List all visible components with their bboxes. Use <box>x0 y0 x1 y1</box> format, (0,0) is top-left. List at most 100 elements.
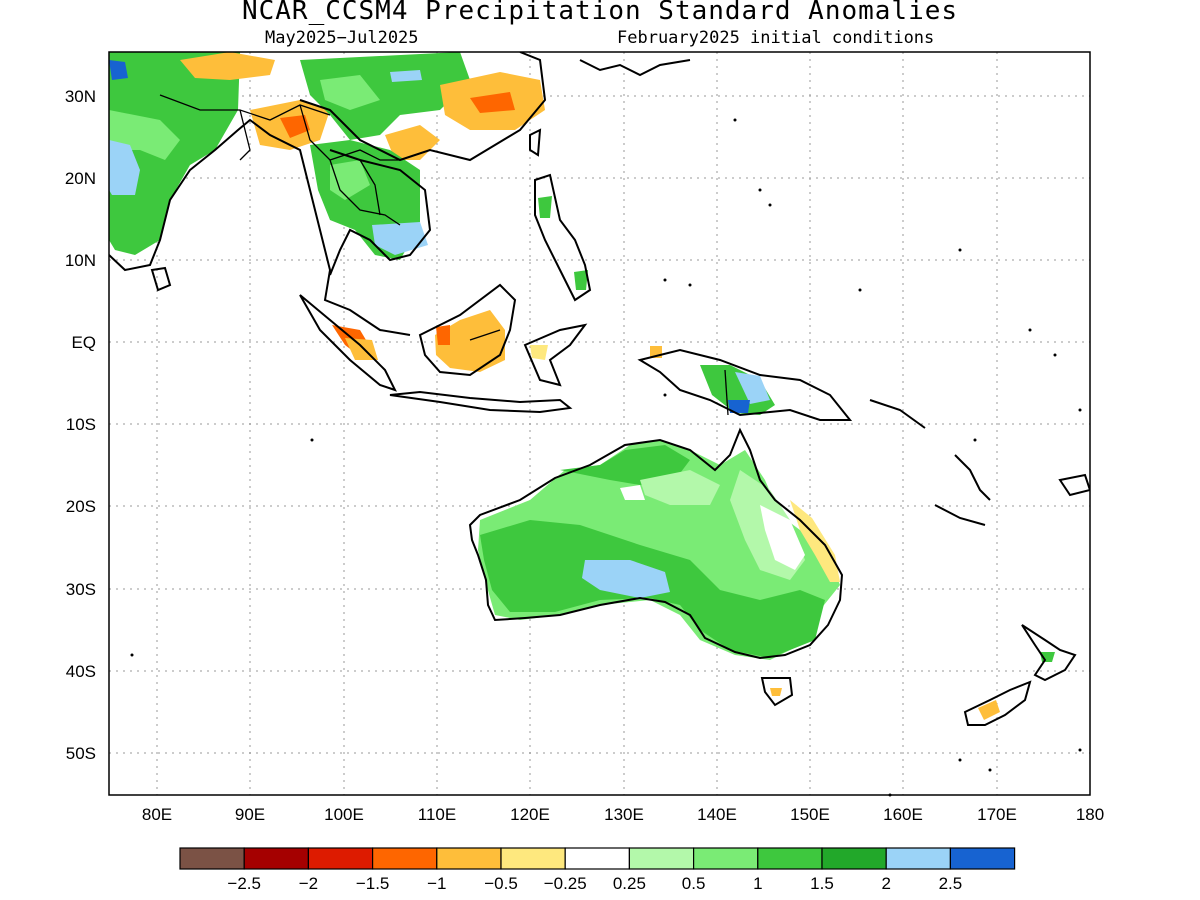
season-label: May2025−Jul2025 <box>265 28 419 48</box>
eastchina-dark-anomaly <box>470 92 515 113</box>
coast-newzealand-north <box>1021 624 1077 682</box>
newguinea-blue-anomaly <box>728 400 750 413</box>
australia-light-anomaly <box>640 470 720 505</box>
coast-tasmania <box>760 677 794 707</box>
x-tick-label: 100E <box>324 805 364 824</box>
indochina-blue-anomaly <box>372 222 428 255</box>
india-darkblue-anomaly <box>109 60 128 80</box>
philippines-anomaly <box>538 196 588 290</box>
anomaly-shading <box>109 52 1055 720</box>
y-tick-label: 50S <box>66 744 96 763</box>
coast-taiwan <box>529 128 542 157</box>
australia-white-anomaly <box>620 485 645 500</box>
newzealand-anomaly <box>978 700 1000 720</box>
colorbar-swatch <box>757 847 823 870</box>
australia-north-anomaly <box>560 445 690 485</box>
colorbar-label: −1 <box>427 874 446 893</box>
coast-newzealand-south <box>963 680 1032 726</box>
australia-coast-orange-anomaly <box>790 500 840 582</box>
colorbar-label: 2.5 <box>939 874 963 893</box>
coast-china <box>299 52 547 162</box>
coast-vanuatu <box>954 454 991 501</box>
y-tick-label: 30N <box>65 87 96 106</box>
colorbar-swatch <box>179 847 245 870</box>
pacific-islands <box>130 118 1082 797</box>
x-tick-label: 180 <box>1076 805 1104 824</box>
x-axis-labels: 80E 90E 100E 110E 120E 130E 140E 150E 160E 170E 18… <box>142 805 1104 824</box>
colorbar: −2.5 −2 −1.5 −1 −0.5 −0.25 0.25 0.5 1 1.5 2 2.5 <box>179 847 1016 893</box>
colorbar-swatch <box>949 847 1016 870</box>
colorbar-label: 0.5 <box>682 874 706 893</box>
x-tick-label: 80E <box>142 805 172 824</box>
colorbar-label: −2.5 <box>227 874 261 893</box>
x-tick-label: 170E <box>977 805 1017 824</box>
colorbar-swatch <box>307 847 374 870</box>
chart-title: NCAR_CCSM4 Precipitation Standard Anomal… <box>241 0 959 26</box>
init-conditions-label: February2025 initial conditions <box>617 28 935 48</box>
australia-blue-anomaly <box>582 560 670 598</box>
southchina-green-anomaly <box>300 52 470 140</box>
colorbar-label: −0.5 <box>484 874 518 893</box>
newguinea-light-anomaly <box>735 372 770 404</box>
coast-srilanka <box>150 266 172 292</box>
x-tick-label: 160E <box>883 805 923 824</box>
colorbar-label: 2 <box>881 874 890 893</box>
y-tick-label: 10S <box>66 415 96 434</box>
coast-australia <box>468 427 844 660</box>
borneo-anomaly <box>435 310 505 372</box>
colorbar-label: −0.25 <box>544 874 587 893</box>
sulawesi-anomaly <box>530 345 548 360</box>
colorbar-swatch <box>821 847 887 870</box>
colorbar-swatch <box>692 847 759 870</box>
borneo-dark-anomaly <box>436 325 450 345</box>
y-tick-label: 30S <box>66 580 96 599</box>
colorbar-swatch <box>500 847 566 870</box>
colorbar-swatch <box>436 847 502 870</box>
x-tick-label: 110E <box>418 805 456 824</box>
x-tick-label: 150E <box>790 805 830 824</box>
plot-frame <box>108 51 1091 796</box>
x-tick-label: 130E <box>604 805 644 824</box>
colorbar-swatch <box>885 847 952 870</box>
india-anomaly <box>109 52 240 255</box>
y-tick-label: 10N <box>65 251 96 270</box>
coast-india <box>109 118 411 336</box>
x-tick-label: 90E <box>235 805 265 824</box>
coast-solomons <box>869 399 926 429</box>
colorbar-label: −2 <box>299 874 318 893</box>
coast-indochina <box>329 149 432 276</box>
coast-newguinea <box>637 348 853 421</box>
colorbar-label: −1.5 <box>356 874 390 893</box>
coast-sulawesi <box>523 323 588 387</box>
tibet-anomaly <box>180 52 275 80</box>
x-tick-label: 140E <box>697 805 737 824</box>
y-tick-label: EQ <box>71 333 96 352</box>
colorbar-label: 0.25 <box>613 874 646 893</box>
borders <box>159 94 729 416</box>
y-tick-label: 20S <box>66 497 96 516</box>
australia-east-white-anomaly <box>760 505 805 570</box>
southchina-light-anomaly <box>320 75 380 110</box>
coast-japan <box>579 59 691 77</box>
colorbar-label: 1 <box>753 874 762 893</box>
coast-sumatra <box>299 294 397 392</box>
myanmar-red-anomaly <box>280 115 310 138</box>
southchina-blue-anomaly <box>390 70 422 82</box>
colorbar-swatch <box>243 847 309 870</box>
y-axis-labels: 30N 20N 10N EQ 10S 20S 30S 40S 50S <box>65 87 96 763</box>
tasmania-anomaly <box>770 688 782 696</box>
coast-fiji <box>1058 473 1090 497</box>
coast-philippines <box>534 173 592 302</box>
coast-java <box>389 390 573 414</box>
colorbar-swatch <box>564 847 631 870</box>
y-tick-label: 20N <box>65 169 96 188</box>
coast-borneo <box>418 283 517 377</box>
coastlines <box>109 52 1090 726</box>
colorbar-swatch <box>372 847 438 870</box>
x-tick-label: 120E <box>510 805 550 824</box>
india-blue-anomaly <box>109 140 140 195</box>
y-tick-label: 40S <box>66 662 96 681</box>
colorbar-label: 1.5 <box>810 874 834 893</box>
colorbar-swatch <box>628 847 695 870</box>
